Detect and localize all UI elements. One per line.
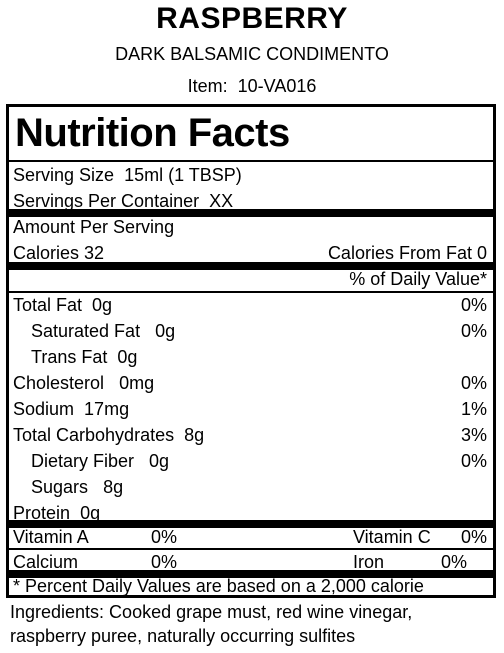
nutrient-row-total-carbohydrates: Total Carbohydrates 8g 3%	[13, 423, 487, 447]
nutrient-amount: 0g	[155, 321, 176, 341]
nutrient-amount: 0g	[149, 451, 170, 471]
amount-per-serving-label: Amount Per Serving	[13, 217, 175, 237]
nutrient-name: Total Fat	[13, 295, 83, 315]
divider-thick	[9, 262, 493, 270]
divider	[9, 160, 493, 162]
nutrient-name: Dietary Fiber	[31, 451, 135, 471]
dv-header-row: % of Daily Value*	[13, 267, 487, 291]
mineral-name: Calcium	[13, 552, 79, 572]
footnote: * Percent Daily Values are based on a 2,…	[13, 576, 424, 596]
nutrient-name: Sugars	[31, 477, 89, 497]
calories-fat-value: 0	[476, 243, 487, 263]
nutrient-row-saturated-fat: Saturated Fat 0g 0%	[13, 319, 487, 343]
nutrient-name: Sodium	[13, 399, 75, 419]
footnote-row: * Percent Daily Values are based on a 2,…	[13, 574, 487, 598]
nutrient-row-protein: Protein 0g	[13, 501, 487, 525]
ingredients: Ingredients: Cooked grape must, red wine…	[10, 600, 500, 648]
mineral-value: 0%	[151, 552, 178, 572]
item-line: Item: 10-VA016	[0, 76, 504, 97]
mineral-name: Iron	[353, 552, 385, 572]
divider-thick	[9, 209, 493, 217]
amount-per-serving: Amount Per Serving	[13, 215, 487, 239]
calories-row: Calories 32 Calories From Fat 0	[13, 241, 487, 265]
nutrient-dv: 1%	[460, 399, 487, 419]
nutrient-amount: 17mg	[84, 399, 130, 419]
item-label: Item:	[187, 76, 228, 96]
nutrient-dv: 0%	[460, 451, 487, 471]
vitamin-name: Vitamin A	[13, 527, 89, 547]
nutrient-dv: 3%	[460, 425, 487, 445]
vitamin-name: Vitamin C	[353, 527, 431, 547]
serving-size-row: Serving Size 15ml (1 TBSP)	[13, 163, 487, 187]
nutrient-name: Trans Fat	[31, 347, 108, 367]
vitamin-value: 0%	[460, 527, 487, 547]
serving-size-value: 15ml (1 TBSP)	[124, 165, 242, 185]
divider	[9, 291, 493, 293]
serving-size-label: Serving Size	[13, 165, 115, 185]
ingredients-line: raspberry puree, naturally occurring sul…	[10, 626, 356, 646]
nutrient-amount: 0mg	[119, 373, 155, 393]
nutrient-row-total-fat: Total Fat 0g 0%	[13, 293, 487, 317]
nutrient-dv: 0%	[460, 321, 487, 341]
calories-fat-label: Calories From Fat	[327, 243, 472, 263]
servings-row: Servings Per Container XX	[13, 189, 487, 213]
nutrient-amount: 0g	[117, 347, 138, 367]
item-number: 10-VA016	[237, 76, 317, 96]
divider-thick	[9, 520, 493, 528]
nutrient-row-sodium: Sodium 17mg 1%	[13, 397, 487, 421]
nutrient-name: Saturated Fat	[31, 321, 141, 341]
divider	[9, 548, 493, 550]
nutrient-name: Cholesterol	[13, 373, 105, 393]
ingredients-line: Ingredients: Cooked grape must, red wine…	[10, 602, 413, 622]
mineral-value: 0%	[440, 552, 467, 572]
nutrient-name: Protein	[13, 503, 71, 523]
product-subtitle: DARK BALSAMIC CONDIMENTO	[115, 44, 389, 64]
nutrient-amount: 0g	[80, 503, 101, 523]
nutrient-amount: 8g	[103, 477, 124, 497]
nutrition-facts-panel: Nutrition Facts Serving Size 15ml (1 TBS…	[6, 104, 496, 598]
servings-value: XX	[209, 191, 234, 211]
nutrient-row-trans-fat: Trans Fat 0g	[13, 345, 487, 369]
nutrient-amount: 8g	[184, 425, 205, 445]
vitamin-value: 0%	[151, 527, 178, 547]
divider-thick	[9, 570, 493, 578]
nutrient-amount: 0g	[92, 295, 113, 315]
panel-title: Nutrition Facts	[15, 111, 290, 155]
calories-label: Calories	[13, 243, 80, 263]
vitamin-row: Vitamin A 0% Vitamin C 0%	[13, 525, 487, 549]
nutrient-name: Total Carbohydrates	[13, 425, 175, 445]
servings-label: Servings Per Container	[13, 191, 200, 211]
calories-value: 32	[84, 243, 105, 263]
nutrient-dv: 0%	[460, 295, 487, 315]
mineral-row: Calcium 0% Iron 0%	[13, 550, 487, 574]
nutrient-row-sugars: Sugars 8g	[13, 475, 487, 499]
nutrient-row-cholesterol: Cholesterol 0mg 0%	[13, 371, 487, 395]
product-name: RASPBERRY	[156, 2, 348, 35]
nutrient-row-dietary-fiber: Dietary Fiber 0g 0%	[13, 449, 487, 473]
nutrient-dv: 0%	[460, 373, 487, 393]
dv-header: % of Daily Value*	[349, 269, 487, 289]
